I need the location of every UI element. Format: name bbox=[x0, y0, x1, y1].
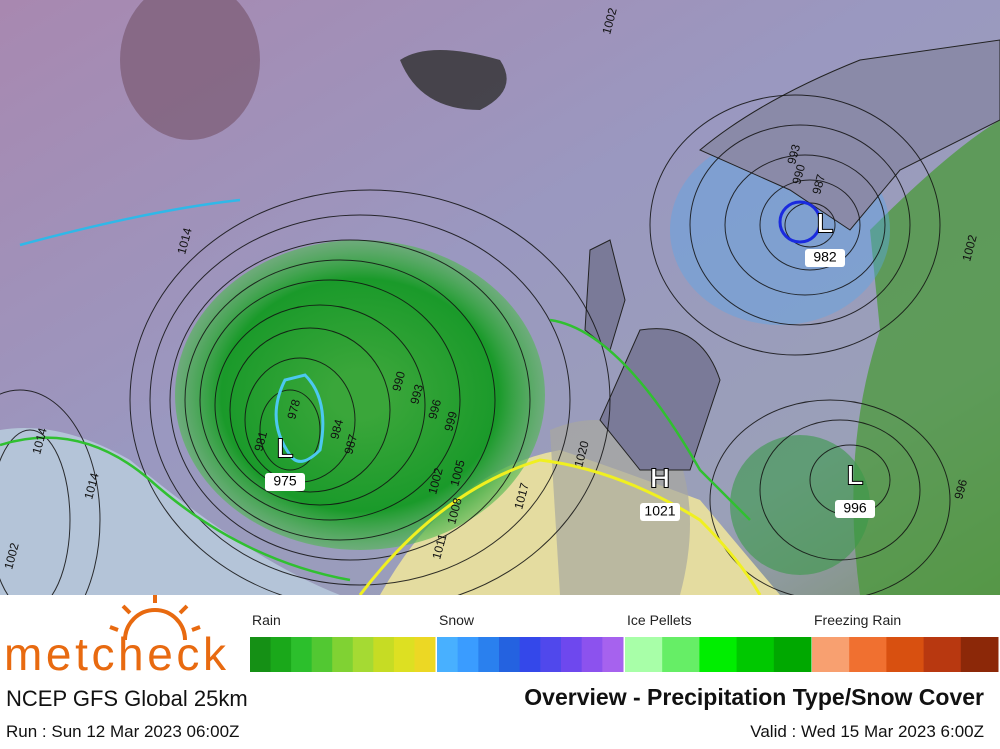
legend-swatch bbox=[960, 637, 999, 672]
legend-label: Ice Pellets bbox=[627, 612, 692, 628]
legend-swatch bbox=[291, 637, 313, 672]
weather-map: L 975 L 982 H 1021 L 996 1014 1014 1017 1020 978 981 9… bbox=[0, 0, 1000, 595]
isobar-label: 993 bbox=[407, 382, 426, 405]
legend-swatch bbox=[923, 637, 962, 672]
legend-swatch bbox=[886, 637, 925, 672]
pressure-box bbox=[805, 249, 845, 267]
pressure-value: 982 bbox=[813, 249, 837, 265]
isobar-label: 999 bbox=[441, 409, 460, 432]
isobar-label: 1002 bbox=[959, 233, 980, 263]
isobar-label: 990 bbox=[389, 369, 408, 392]
legend-swatch bbox=[812, 637, 850, 672]
isobar-label: 996 bbox=[951, 477, 970, 500]
isobar-label: 1014 bbox=[81, 471, 102, 501]
legend-swatch bbox=[662, 637, 700, 672]
legend-swatch bbox=[519, 637, 541, 672]
pressure-value: 975 bbox=[273, 473, 297, 489]
pressure-center: H bbox=[650, 462, 670, 493]
pressure-center: L bbox=[276, 432, 293, 463]
isobar-label: 1005 bbox=[447, 458, 468, 488]
legend-swatch bbox=[414, 637, 436, 672]
map-title: Overview - Precipitation Type/Snow Cover bbox=[524, 684, 984, 710]
legend-swatch bbox=[478, 637, 500, 672]
legend-label: Rain bbox=[252, 612, 281, 628]
legend: metcheck Rain Snow Ice Pellets Freezing Rai… bbox=[4, 595, 999, 680]
isobar-label: 1017 bbox=[511, 481, 532, 511]
legend-label: Snow bbox=[439, 612, 475, 628]
pressure-box bbox=[835, 500, 875, 518]
legend-swatch bbox=[457, 637, 479, 672]
isobar-label: 993 bbox=[784, 142, 803, 165]
isobar-label: 1014 bbox=[174, 226, 195, 256]
pressure-box bbox=[265, 473, 305, 491]
run-time: Run : Sun 12 Mar 2023 06:00Z bbox=[6, 722, 240, 741]
legend-swatch bbox=[773, 637, 812, 672]
isobar-label: 1002 bbox=[599, 6, 620, 36]
legend-swatch bbox=[736, 637, 775, 672]
legend-swatch bbox=[250, 637, 272, 672]
pressure-value: 996 bbox=[843, 500, 867, 516]
isobar-label: 996 bbox=[425, 397, 444, 420]
legend-label: Freezing Rain bbox=[814, 612, 901, 628]
legend-swatch bbox=[849, 637, 887, 672]
pressure-value: 1021 bbox=[644, 503, 675, 519]
legend-swatch bbox=[602, 637, 624, 672]
isobar-label: 984 bbox=[327, 417, 346, 440]
isobar-label: 1014 bbox=[29, 426, 50, 456]
legend-swatch bbox=[625, 637, 663, 672]
isobar-label: 981 bbox=[251, 429, 270, 452]
isobar-label: 978 bbox=[284, 397, 303, 420]
legend-swatch bbox=[699, 637, 738, 672]
isobar-label: 1002 bbox=[1, 541, 22, 571]
legend-swatch bbox=[561, 637, 583, 672]
legend-swatch bbox=[352, 637, 374, 672]
isobar-label: 1020 bbox=[571, 439, 592, 469]
legend-swatch bbox=[270, 637, 292, 672]
isobar-label: 1011 bbox=[429, 532, 449, 561]
legend-swatch bbox=[499, 637, 521, 672]
isobar-label: 987 bbox=[341, 432, 360, 455]
legend-swatch bbox=[581, 637, 603, 672]
legend-swatch bbox=[393, 637, 415, 672]
brand: metcheck bbox=[4, 628, 227, 680]
pressure-center: L bbox=[846, 459, 863, 490]
model: NCEP GFS Global 25km bbox=[6, 686, 248, 711]
logo-sun bbox=[109, 595, 201, 641]
legend-swatch bbox=[373, 637, 395, 672]
legend-swatch bbox=[311, 637, 333, 672]
legend-swatch bbox=[437, 637, 459, 672]
isobar-label: 1008 bbox=[444, 496, 465, 526]
legend-swatch bbox=[540, 637, 562, 672]
pressure-box bbox=[640, 503, 680, 521]
isobar-label: 987 bbox=[809, 172, 828, 195]
legend-swatch bbox=[332, 637, 354, 672]
valid-time: Valid : Wed 15 Mar 2023 6:00Z bbox=[750, 722, 984, 741]
pressure-center: L bbox=[816, 207, 833, 238]
isobar-label: 1002 bbox=[425, 466, 446, 496]
isobar-label: 990 bbox=[789, 162, 808, 185]
